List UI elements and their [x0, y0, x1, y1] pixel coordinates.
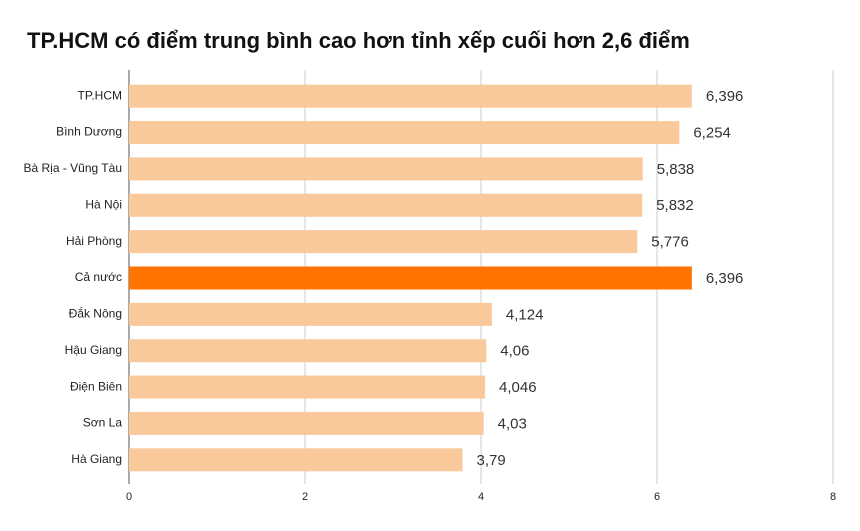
value-label: 6,254	[693, 125, 731, 142]
value-label: 5,776	[651, 234, 689, 251]
x-tick-label: 0	[126, 491, 132, 503]
value-label: 6,396	[706, 270, 744, 287]
bar	[129, 121, 680, 145]
bar	[129, 193, 643, 217]
chart-title: TP.HCM có điểm trung bình cao hơn tỉnh x…	[27, 28, 690, 53]
bar	[129, 84, 692, 108]
bar	[129, 339, 487, 363]
value-label: 4,03	[498, 415, 527, 432]
x-tick-label: 8	[830, 491, 836, 503]
y-tick-label: TP.HCM	[78, 88, 122, 102]
x-tick-label: 2	[302, 491, 308, 503]
y-tick-label: Sơn La	[83, 416, 123, 430]
x-tick-label: 6	[654, 491, 660, 503]
bar	[129, 411, 484, 435]
x-tick-label: 4	[478, 491, 484, 503]
y-tick-label: Bà Rịa - Vũng Tàu	[23, 161, 122, 175]
bar	[129, 266, 692, 290]
bar	[129, 448, 463, 472]
bar	[129, 230, 638, 254]
bar	[129, 302, 492, 326]
y-tick-label: Cả nước	[75, 270, 122, 284]
y-tick-label: Hậu Giang	[65, 343, 122, 357]
value-label: 5,832	[656, 197, 694, 214]
y-tick-label: Bình Dương	[56, 125, 122, 139]
value-label: 4,124	[506, 306, 544, 323]
value-label: 6,396	[706, 88, 744, 105]
y-tick-label: Hà Giang	[71, 452, 122, 466]
value-label: 5,838	[657, 161, 695, 178]
bar	[129, 375, 486, 399]
y-tick-label: Đắk Nông	[69, 306, 122, 321]
bar	[129, 157, 643, 181]
value-label: 3,79	[477, 452, 506, 469]
value-label: 4,046	[499, 379, 537, 396]
y-tick-label: Điện Biên	[70, 379, 122, 393]
y-tick-label: Hà Nội	[85, 197, 122, 211]
value-label: 4,06	[500, 343, 529, 360]
y-tick-label: Hải Phòng	[66, 234, 122, 248]
